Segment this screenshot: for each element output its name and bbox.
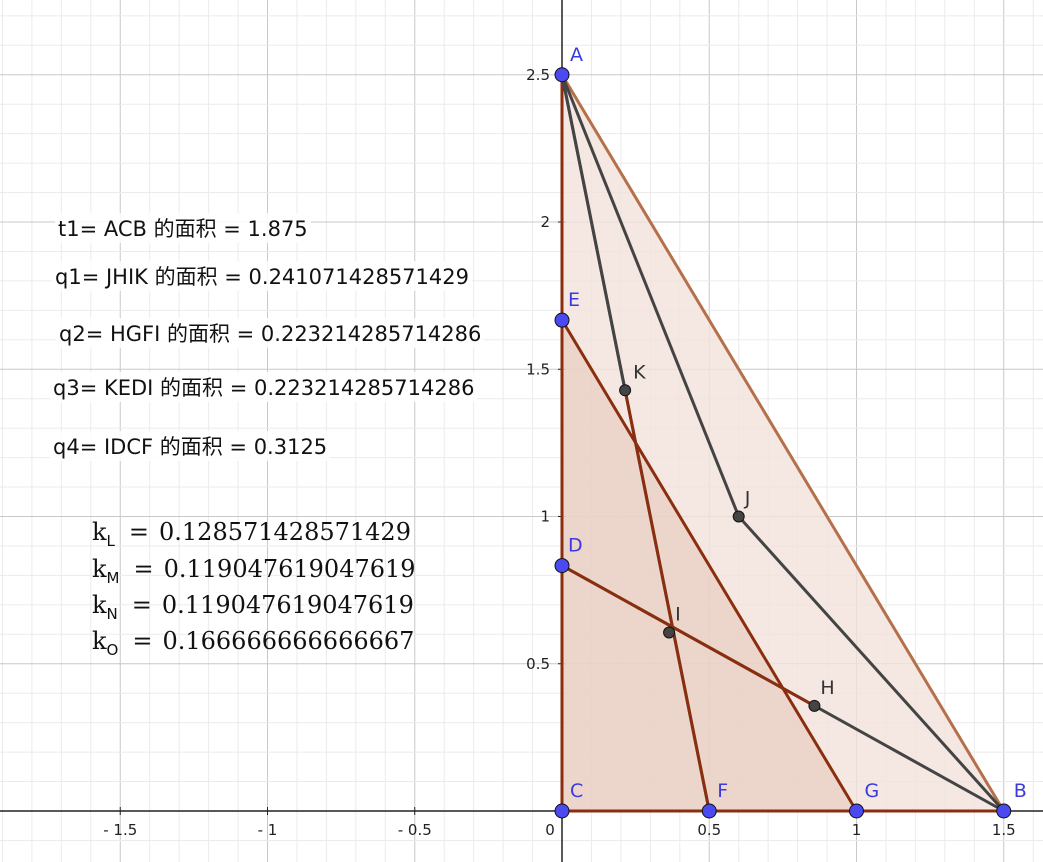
ratio-kL-sub: L <box>106 531 115 550</box>
segment-AK[interactable] <box>560 73 627 392</box>
x-tick-label: 0 <box>545 821 555 839</box>
point-K[interactable] <box>619 384 632 397</box>
x-tick-label: 1 <box>852 821 862 839</box>
point-C[interactable] <box>554 803 570 819</box>
equals-sign: = <box>133 555 154 583</box>
segments[interactable] <box>560 73 1006 813</box>
segment-JB[interactable] <box>737 515 1006 813</box>
point-label-G: G <box>865 780 880 802</box>
point-F[interactable] <box>701 803 717 819</box>
segment-AJ[interactable] <box>560 73 741 518</box>
ratio-kN-base: k <box>92 591 107 619</box>
point-label-H: H <box>820 677 834 699</box>
equals-sign: = <box>128 518 150 546</box>
point-label-J: J <box>744 488 751 510</box>
shapes[interactable] <box>560 69 1007 813</box>
text-q1[interactable]: q1= JHIK 的面积 = 0.241071428571429 <box>52 261 472 291</box>
ratio-kO-base: k <box>92 627 107 655</box>
point-G[interactable] <box>849 803 864 819</box>
y-tick-label: 1.5 <box>526 360 550 378</box>
y-tick-label: 2 <box>540 213 550 231</box>
ratio-kN-value: 0.119047619047619 <box>161 591 414 619</box>
point-D[interactable] <box>554 558 570 574</box>
x-tick-label: 0.5 <box>697 821 721 839</box>
point-B[interactable] <box>996 803 1012 819</box>
text-t1[interactable]: t1= ACB 的面积 = 1.875 <box>55 213 311 243</box>
point-E[interactable] <box>554 312 570 328</box>
segment-DH[interactable] <box>560 564 816 708</box>
ratio-kO[interactable]: kO = 0.166666666666667 <box>92 627 414 659</box>
point-label-A: A <box>570 44 583 66</box>
equals-sign: = <box>132 627 153 655</box>
ratio-kL[interactable]: kL = 0.128571428571429 <box>92 518 411 550</box>
segment-KF[interactable] <box>623 388 711 813</box>
point-label-C: C <box>570 780 583 802</box>
ratio-kM-value: 0.119047619047619 <box>163 555 416 583</box>
point-labels: A B C D E F G H I J K <box>568 44 1027 802</box>
point-label-F: F <box>717 780 728 802</box>
point-I[interactable] <box>663 626 676 639</box>
point-label-D: D <box>568 535 583 557</box>
x-tick-label: - 1 <box>258 821 278 839</box>
segment-EG[interactable] <box>560 318 858 813</box>
points[interactable] <box>554 67 1012 819</box>
point-H[interactable] <box>808 699 821 712</box>
point-label-K: K <box>633 361 646 383</box>
ratio-kM-sub: M <box>106 568 120 587</box>
y-tick-label: 2.5 <box>526 66 550 84</box>
point-A[interactable] <box>554 67 570 83</box>
equals-sign: = <box>131 591 152 619</box>
point-label-B: B <box>1014 780 1027 802</box>
ratio-kN[interactable]: kN = 0.119047619047619 <box>92 591 414 623</box>
ratio-kM-base: k <box>92 555 107 583</box>
y-tick-label: 0.5 <box>526 655 550 673</box>
x-tick-label: - 0.5 <box>398 821 432 839</box>
point-label-I: I <box>675 604 681 626</box>
x-tick-label: - 1.5 <box>103 821 137 839</box>
ratio-kL-value: 0.128571428571429 <box>159 518 411 546</box>
text-q3[interactable]: q3= KEDI 的面积 = 0.223214285714286 <box>50 372 478 402</box>
text-q4[interactable]: q4= IDCF 的面积 = 0.3125 <box>50 431 331 461</box>
ratio-kN-sub: N <box>106 604 118 623</box>
point-J[interactable] <box>732 510 745 523</box>
ratio-kL-base: k <box>92 518 107 546</box>
point-label-E: E <box>568 289 580 311</box>
ratio-kO-sub: O <box>106 640 119 659</box>
x-tick-label: 1.5 <box>992 821 1016 839</box>
text-q2[interactable]: q2= HGFI 的面积 = 0.223214285714286 <box>56 318 485 348</box>
y-tick-label: 1 <box>540 508 550 526</box>
ratio-kM[interactable]: kM = 0.119047619047619 <box>92 555 416 587</box>
ratio-kO-value: 0.166666666666667 <box>162 627 415 655</box>
